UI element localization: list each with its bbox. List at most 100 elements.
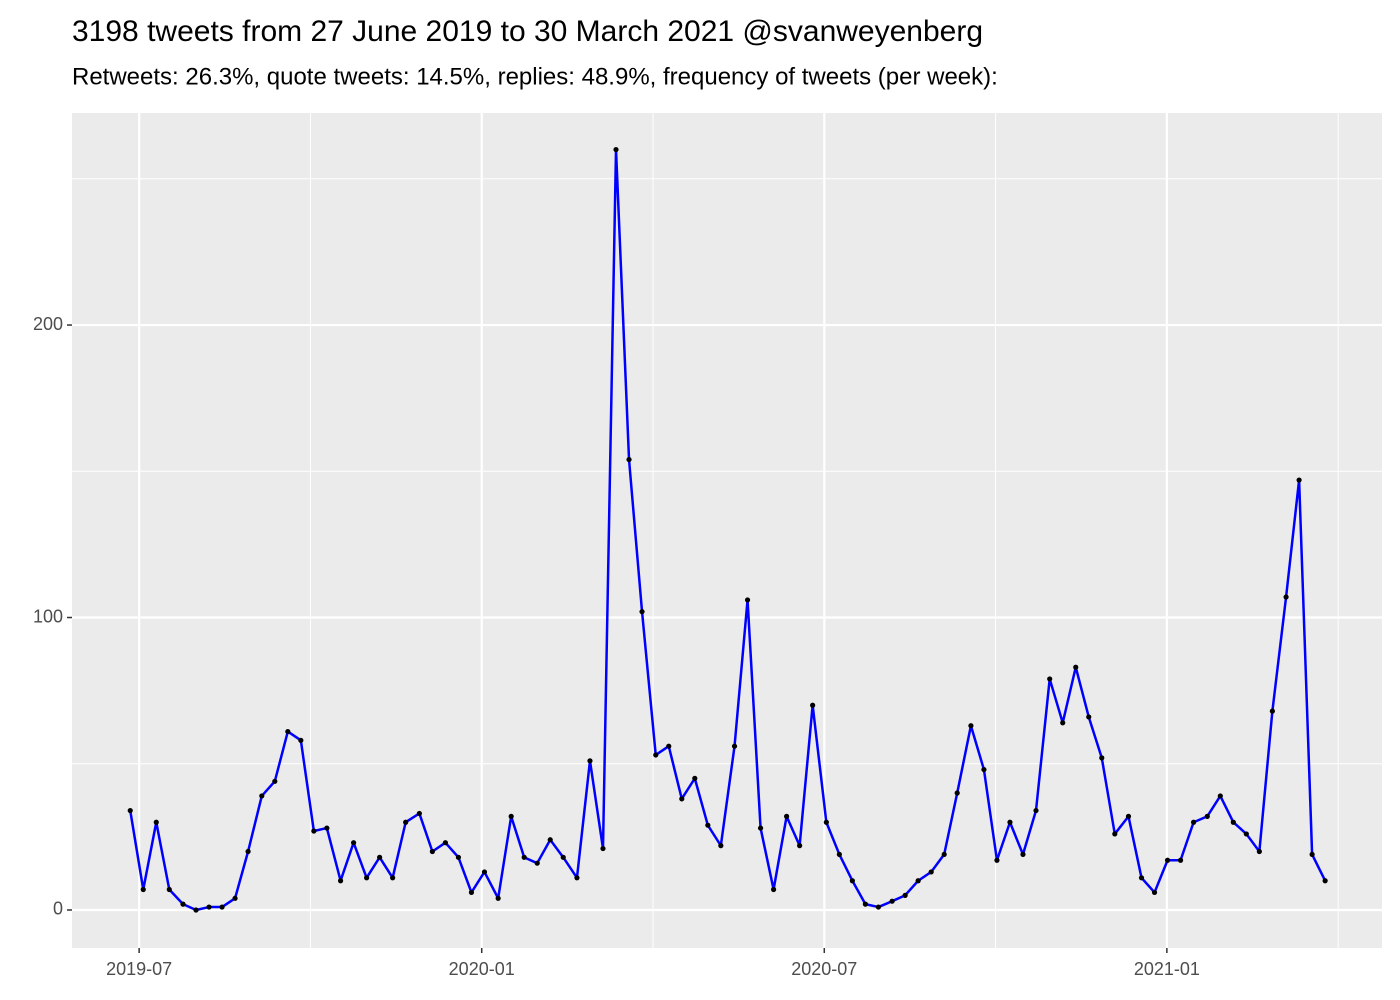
data-point	[1309, 851, 1315, 858]
x-tick-label: 2020-07	[791, 959, 857, 979]
data-point	[166, 886, 172, 893]
data-point	[1073, 664, 1079, 670]
x-tick-label: 2020-01	[449, 959, 515, 979]
x-tick-label: 2019-07	[106, 959, 172, 979]
data-point	[587, 758, 593, 764]
data-point	[954, 790, 960, 796]
data-point	[1217, 793, 1223, 799]
data-point	[259, 793, 265, 799]
data-point	[508, 813, 514, 819]
data-point	[862, 901, 868, 907]
data-point	[390, 875, 396, 881]
data-point	[481, 869, 488, 875]
data-point	[337, 878, 344, 884]
y-tick-label: 100	[33, 606, 63, 626]
data-point	[836, 851, 842, 858]
data-point	[560, 854, 566, 860]
data-point	[1033, 807, 1039, 814]
data-point	[770, 886, 777, 893]
data-point	[626, 456, 632, 463]
data-point	[153, 819, 159, 825]
data-point	[1164, 857, 1171, 863]
data-point	[219, 904, 225, 910]
data-point	[416, 810, 422, 817]
data-point	[744, 597, 751, 603]
data-point	[639, 609, 645, 615]
data-point	[1190, 819, 1197, 825]
data-point	[666, 743, 672, 749]
data-point	[1177, 857, 1184, 863]
data-point	[1020, 851, 1026, 858]
data-point	[403, 819, 409, 825]
data-point	[731, 743, 738, 749]
y-tick-label: 0	[53, 899, 63, 919]
data-point	[797, 843, 803, 849]
data-point	[994, 857, 1000, 863]
data-point	[1086, 714, 1092, 720]
x-tick-label: 2021-01	[1134, 959, 1200, 979]
data-point	[442, 840, 449, 846]
data-point	[600, 845, 606, 852]
data-point	[206, 904, 212, 910]
data-point	[902, 892, 908, 898]
data-point	[653, 752, 659, 758]
data-point	[285, 728, 291, 735]
chart-title: 3198 tweets from 27 June 2019 to 30 Marc…	[72, 15, 983, 48]
data-point	[1099, 755, 1105, 761]
data-point	[574, 875, 580, 881]
data-point	[849, 878, 855, 884]
data-point	[495, 895, 501, 901]
data-point	[1112, 831, 1118, 837]
data-point	[311, 828, 317, 834]
data-point	[705, 822, 711, 828]
data-line	[129, 148, 1327, 912]
data-point	[140, 886, 146, 893]
data-point	[272, 778, 278, 784]
data-point	[364, 875, 370, 881]
data-point	[981, 766, 987, 773]
data-point	[679, 796, 685, 802]
data-point	[941, 851, 947, 858]
data-point	[692, 775, 698, 781]
data-point	[718, 843, 724, 849]
data-point	[127, 807, 133, 814]
data-point	[968, 723, 974, 729]
data-point	[1007, 819, 1013, 825]
data-point	[1322, 878, 1328, 884]
data-point	[1269, 708, 1275, 714]
data-point	[784, 813, 790, 819]
data-point	[875, 904, 882, 910]
data-point	[232, 895, 238, 901]
data-point	[1138, 875, 1145, 881]
data-point	[298, 737, 304, 743]
data-point	[180, 901, 186, 907]
plot-panel	[72, 113, 1382, 948]
data-point	[1256, 848, 1262, 855]
data-point	[245, 848, 251, 855]
data-point	[468, 889, 475, 896]
data-point	[534, 860, 540, 866]
data-point	[823, 819, 829, 825]
data-point	[429, 848, 435, 855]
data-point	[1125, 813, 1132, 819]
data-point	[350, 840, 357, 846]
data-point	[1283, 594, 1289, 600]
data-point	[377, 854, 383, 860]
y-tick-label: 200	[33, 314, 63, 334]
data-point	[547, 837, 553, 843]
data-point	[915, 878, 921, 884]
data-point	[1296, 477, 1302, 483]
data-point	[1151, 889, 1158, 896]
data-point	[1204, 813, 1210, 819]
data-point	[193, 907, 199, 913]
data-point	[928, 869, 934, 875]
data-point	[521, 854, 527, 860]
data-point	[1230, 819, 1236, 825]
data-point	[1047, 676, 1053, 682]
data-point	[324, 825, 330, 831]
data-point	[455, 854, 462, 860]
chart-subtitle: Retweets: 26.3%, quote tweets: 14.5%, re…	[72, 63, 998, 90]
data-point	[889, 898, 895, 904]
data-point	[613, 146, 619, 153]
